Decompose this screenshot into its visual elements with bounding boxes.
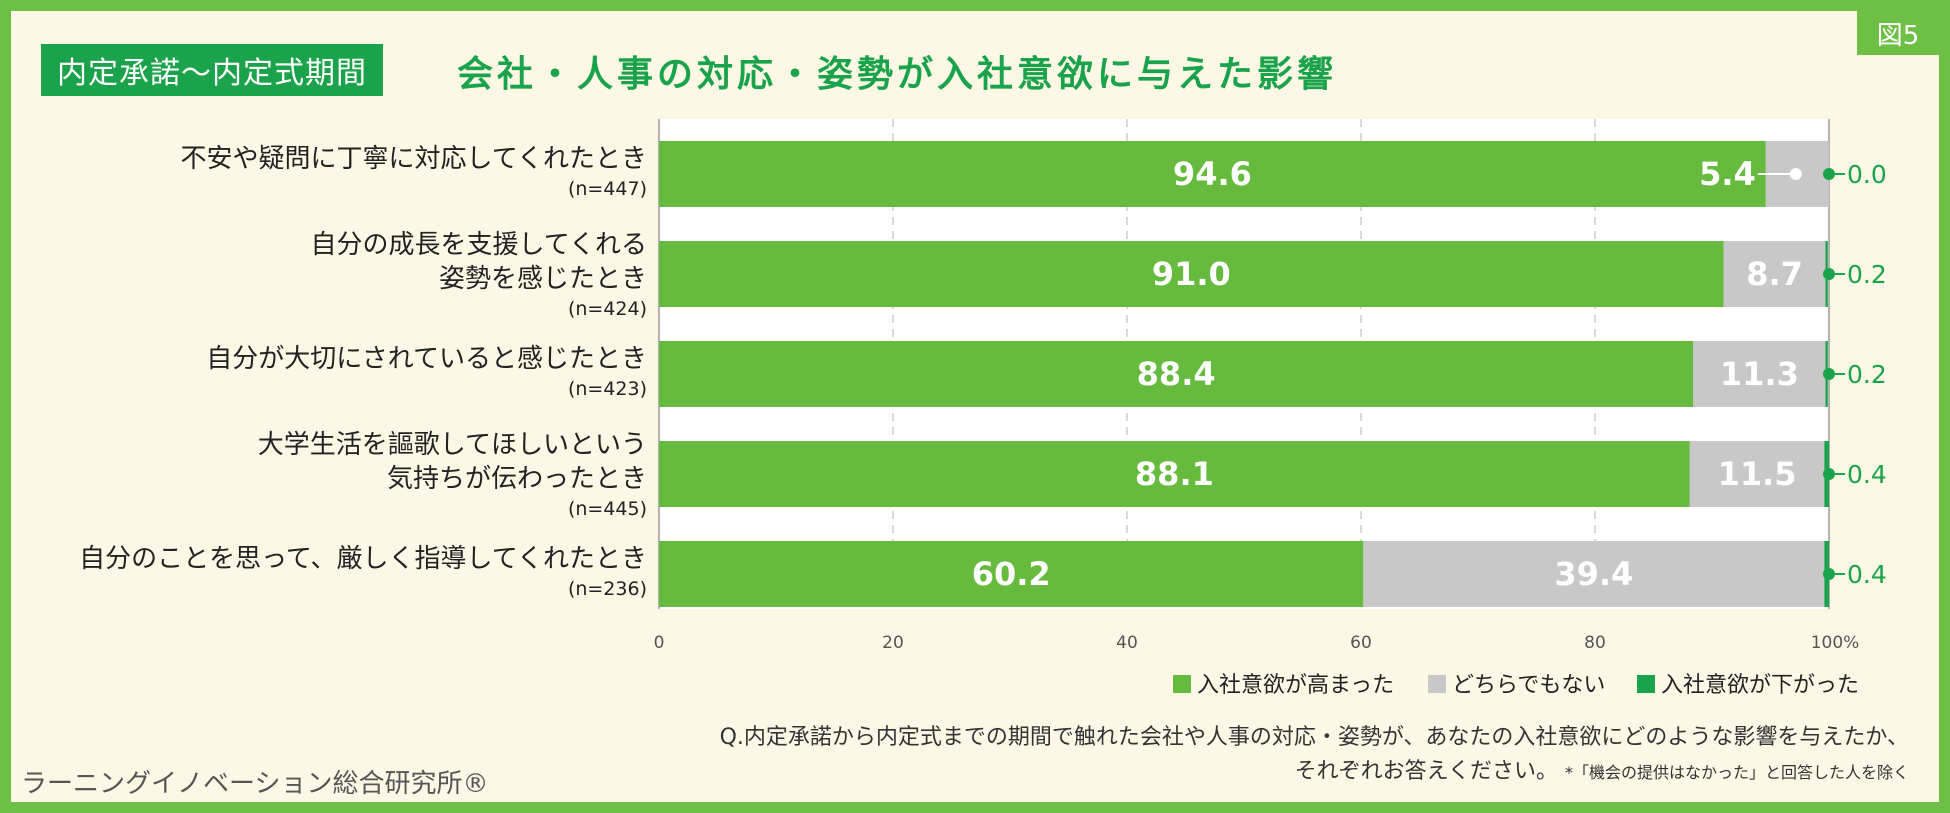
category-label: 大学生活を謳歌してほしいという: [258, 430, 647, 460]
x-tick-label: 40: [1116, 633, 1138, 653]
data-label: 39.4: [1554, 555, 1633, 593]
data-label: 91.0: [1152, 255, 1231, 293]
data-label: 11.3: [1720, 355, 1799, 393]
legend-label: 入社意欲が下がった: [1661, 673, 1859, 698]
bar-segment: [1689, 441, 1825, 507]
question-line-2: それぞれお答えください。: [1294, 759, 1558, 784]
stacked-bar-chart: 0 20 40 60 80 100% 94.6 5.4 0.0 不安や疑問に丁寧に対応してくれたと…: [79, 119, 1887, 698]
legend-label: どちらでもない: [1452, 673, 1605, 698]
category-label: 自分の成長を支援してくれる: [311, 230, 647, 260]
question-line-1: Q.内定承諾から内定式までの期間で触れた会社や人事の対応・姿勢が、あなたの入社意…: [719, 725, 1909, 750]
question-footnote: Q.内定承諾から内定式までの期間で触れた会社や人事の対応・姿勢が、あなたの入社意…: [509, 721, 1909, 790]
chart-panel: 図5 内定承諾～内定式期間 会社・人事の対応・姿勢が入社意欲に与えた影響 0 20…: [11, 11, 1939, 802]
sample-size-label: (n=445): [568, 498, 647, 520]
data-label: 0.2: [1847, 260, 1887, 289]
legend-label: 入社意欲が高まった: [1197, 673, 1394, 698]
data-label: 5.4: [1699, 155, 1756, 193]
x-tick-label: 60: [1350, 633, 1372, 653]
bar-segment: [659, 141, 1766, 207]
x-tick-label: 100%: [1811, 633, 1860, 653]
data-label: 94.6: [1173, 155, 1252, 193]
sample-size-label: (n=423): [568, 378, 647, 400]
figure-number-badge: 図5: [1857, 11, 1939, 55]
data-label: 88.1: [1135, 455, 1214, 493]
category-label: 自分が大切にされていると感じたとき: [206, 344, 647, 374]
bar-segment: [659, 241, 1724, 307]
data-label: 60.2: [972, 555, 1051, 593]
x-tick-label: 20: [882, 633, 904, 653]
data-label: 0.4: [1847, 560, 1887, 589]
data-label: 8.7: [1746, 255, 1803, 293]
category-label: 自分のことを思って、厳しく指導してくれたとき: [79, 544, 647, 574]
sample-size-label: (n=424): [568, 298, 647, 320]
legend-swatch: [1428, 675, 1446, 693]
data-label: 0.0: [1847, 160, 1887, 189]
chart-title: 会社・人事の対応・姿勢が入社意欲に与えた影響: [457, 54, 1338, 95]
category-label: 不安や疑問に丁寧に対応してくれたとき: [181, 144, 647, 174]
bar-segment: [659, 341, 1694, 407]
legend-swatch: [1173, 675, 1191, 693]
x-tick-label: 80: [1584, 633, 1606, 653]
sample-size-label: (n=447): [568, 178, 647, 200]
bar-segment: [1723, 241, 1826, 307]
exclusion-note: *「機会の提供はなかった」と回答した人を除く: [1564, 763, 1909, 782]
bar-segment: [1363, 541, 1825, 607]
x-tick-label: 0: [654, 633, 665, 653]
bar-segment: [659, 441, 1690, 507]
leader-dot: [1789, 168, 1802, 180]
legend-swatch: [1637, 675, 1655, 693]
bar-segment: [659, 541, 1364, 607]
data-label: 88.4: [1137, 355, 1216, 393]
data-label: 0.4: [1847, 460, 1887, 489]
data-label: 0.2: [1847, 360, 1887, 389]
category-label: 気持ちが伝わったとき: [387, 464, 647, 494]
category-label: 姿勢を感じたとき: [439, 264, 647, 294]
sample-size-label: (n=236): [568, 578, 647, 600]
data-label: 11.5: [1718, 455, 1797, 493]
organization-credit: ラーニングイノベーション総合研究所®: [21, 769, 489, 799]
bar-segment: [1693, 341, 1826, 407]
period-label: 内定承諾～内定式期間: [41, 44, 383, 96]
